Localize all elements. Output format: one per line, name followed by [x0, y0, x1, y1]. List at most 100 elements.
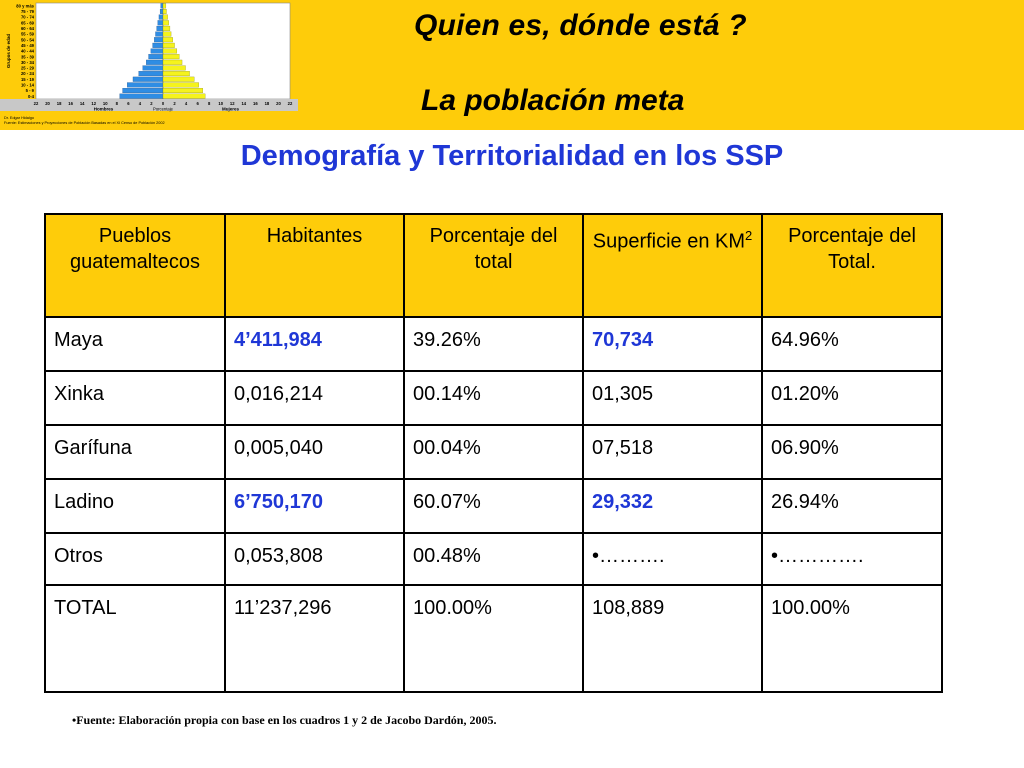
pyramid-bar-men — [142, 65, 164, 71]
pyramid-bar-men — [157, 20, 164, 26]
pyramid-bar-women — [162, 8, 167, 14]
pyramid-women-label: Mujeres — [222, 107, 240, 112]
cell-superficie: 108,889 — [582, 584, 763, 693]
header-superficie: Superficie en KM2 — [582, 213, 763, 318]
cell-pct-superficie: 26.94% — [761, 478, 943, 534]
pyramid-bar-men — [127, 82, 164, 88]
pyramid-x-tick: 20 — [45, 101, 50, 106]
pyramid-age-label: 30 - 34 — [21, 60, 35, 65]
pyramid-age-label: 70 - 74 — [21, 15, 35, 20]
pyramid-age-label: 15 - 19 — [21, 77, 35, 82]
pyramid-x-tick: 20 — [276, 101, 281, 106]
pyramid-age-label: 40 - 44 — [21, 49, 35, 54]
pyramid-age-label: 55 - 59 — [21, 32, 35, 37]
cell-pct-superficie: 01.20% — [761, 370, 943, 426]
pyramid-x-tick: 4 — [139, 101, 142, 106]
pyramid-x-tick: 2 — [173, 101, 176, 106]
pyramid-bar-men — [148, 54, 164, 60]
pyramid-bar-men — [155, 31, 164, 37]
cell-pueblo: Maya — [44, 316, 226, 372]
header-habitantes: Habitantes — [224, 213, 405, 318]
pyramid-age-label: 25 - 29 — [21, 66, 35, 71]
pyramid-bar-women — [162, 14, 168, 20]
pyramid-age-label: 45 - 49 — [21, 43, 35, 48]
pyramid-x-tick: 6 — [127, 101, 130, 106]
pyramid-x-tick: 10 — [103, 101, 108, 106]
pyramid-x-tick: 14 — [80, 101, 85, 106]
pyramid-bar-women — [162, 71, 190, 77]
pyramid-bar-men — [138, 71, 164, 77]
pyramid-x-tick: 18 — [265, 101, 270, 106]
table-row-total: TOTAL 11’237,296 100.00% 108,889 100.00% — [44, 584, 943, 693]
cell-habitantes: 0,005,040 — [224, 424, 405, 480]
pyramid-age-label: 50 - 54 — [21, 37, 35, 42]
pyramid-axis-band — [0, 99, 298, 111]
pyramid-x-tick: 16 — [68, 101, 73, 106]
header-superficie-superscript: 2 — [745, 228, 753, 243]
pyramid-age-label: 10 - 14 — [21, 83, 35, 88]
cell-pueblo: Otros — [44, 532, 226, 586]
pyramid-bar-women — [162, 54, 180, 60]
pyramid-bar-women — [162, 65, 186, 71]
pyramid-bar-men — [122, 88, 164, 94]
cell-pueblo: Ladino — [44, 478, 226, 534]
pyramid-x-tick: 14 — [241, 101, 246, 106]
pyramid-bar-men — [156, 25, 164, 31]
pyramid-bar-women — [162, 82, 199, 88]
cell-habitantes: 6’750,170 — [224, 478, 405, 534]
pyramid-x-tick: 18 — [57, 101, 62, 106]
pyramid-x-tick: 0 — [162, 101, 165, 106]
cell-superficie: 29,332 — [582, 478, 763, 534]
pyramid-bar-women — [162, 25, 171, 31]
pyramid-age-label: 20 - 24 — [21, 71, 35, 76]
pyramid-x-tick: 22 — [288, 101, 293, 106]
cell-pct-total: 39.26% — [403, 316, 584, 372]
cell-pct-superficie: 06.90% — [761, 424, 943, 480]
cell-habitantes: 0,016,214 — [224, 370, 405, 426]
cell-superficie: 70,734 — [582, 316, 763, 372]
header-superficie-label: Superficie en KM — [592, 230, 746, 253]
cell-superficie: •………. — [582, 532, 763, 586]
pyramid-bar-men — [154, 37, 164, 43]
cell-superficie: 01,305 — [582, 370, 763, 426]
pyramid-bar-women — [162, 37, 173, 43]
demography-table: Pueblos guatemaltecos Habitantes Porcent… — [44, 213, 943, 693]
cell-pct-total: 00.04% — [403, 424, 584, 480]
pyramid-x-tick: 22 — [34, 101, 39, 106]
table-row: Maya 4’411,984 39.26% 70,734 64.96% — [44, 316, 943, 372]
pyramid-x-tick: 8 — [208, 101, 211, 106]
cell-pct-total: 00.14% — [403, 370, 584, 426]
pyramid-age-label: 60 - 64 — [21, 26, 35, 31]
pyramid-x-tick: 12 — [91, 101, 96, 106]
table-row: Xinka 0,016,214 00.14% 01,305 01.20% — [44, 370, 943, 426]
pyramid-bar-men — [119, 93, 164, 99]
pyramid-bar-women — [162, 93, 206, 99]
pyramid-bar-men — [146, 59, 164, 65]
pyramid-bar-men — [159, 8, 164, 14]
pyramid-x-axis-label: Porcentaje — [153, 107, 174, 112]
header-porcentaje-superficie: Porcentaje del Total. — [761, 213, 943, 318]
pyramid-age-label: 5 - 9 — [26, 88, 35, 93]
cell-pueblo: TOTAL — [44, 584, 226, 693]
cell-pct-total: 60.07% — [403, 478, 584, 534]
pyramid-bar-men — [158, 14, 164, 20]
pyramid-bar-men — [160, 3, 164, 9]
cell-habitantes: 11’237,296 — [224, 584, 405, 693]
cell-pct-total: 00.48% — [403, 532, 584, 586]
pyramid-bar-men — [150, 48, 164, 54]
pyramid-x-tick: 10 — [218, 101, 223, 106]
pyramid-source-author: Dr. Edgar Hidalgo — [4, 116, 34, 120]
population-pyramid-image: 80 y más 75 - 79 70 - 74 65 - 69 60 - 64 55 -… — [0, 0, 298, 130]
pyramid-bar-women — [162, 88, 203, 94]
pyramid-x-tick: 4 — [185, 101, 188, 106]
table-row: Ladino 6’750,170 60.07% 29,332 26.94% — [44, 478, 943, 534]
cell-superficie: 07,518 — [582, 424, 763, 480]
cell-pct-superficie: 64.96% — [761, 316, 943, 372]
pyramid-bar-women — [162, 59, 183, 65]
pyramid-bar-men — [132, 76, 164, 82]
pyramid-age-label: 80 y más — [16, 3, 34, 8]
pyramid-age-label: 0-4 — [28, 94, 35, 99]
table-row: Otros 0,053,808 00.48% •………. •…………. — [44, 532, 943, 586]
source-footnote: •Fuente: Elaboración propia con base en … — [72, 713, 497, 727]
